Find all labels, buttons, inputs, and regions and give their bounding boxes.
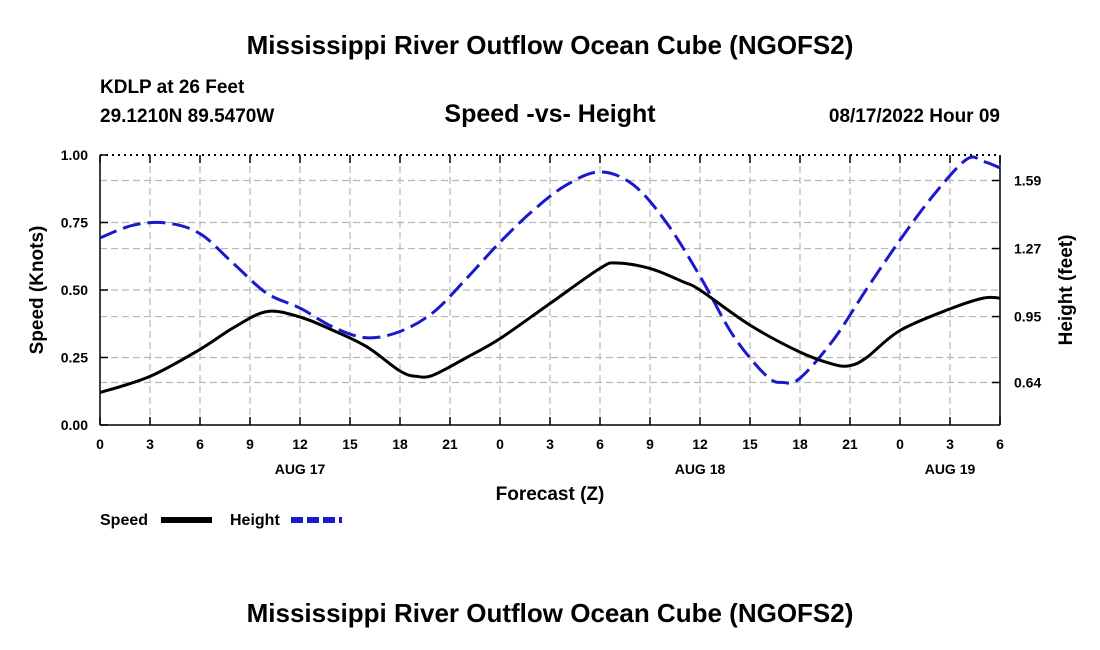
x-tick-label: 18: [392, 436, 408, 452]
x-tick-label: 9: [246, 436, 254, 452]
y-tick-label: 0.50: [61, 282, 88, 298]
axis-layer: [99, 154, 1001, 426]
legend: Speed Height: [100, 512, 342, 529]
x-tick-label: 3: [946, 436, 954, 452]
y-axis-label-left: Speed (Knots): [27, 226, 48, 355]
coordinates-label: 29.1210N 89.5470W: [100, 106, 275, 127]
y2-tick-label: 1.27: [1014, 241, 1041, 257]
chart-subtitle: Speed -vs- Height: [444, 100, 656, 128]
y-tick-label: 1.00: [61, 147, 88, 163]
x-tick-label: 18: [792, 436, 808, 452]
x-tick-label: 12: [692, 436, 708, 452]
x-tick-label: 3: [146, 436, 154, 452]
x-tick-label: 6: [196, 436, 204, 452]
grid-layer: [100, 155, 1000, 425]
x-tick-label: 0: [96, 436, 104, 452]
x-tick-label: 9: [646, 436, 654, 452]
main-title: Mississippi River Outflow Ocean Cube (NG…: [246, 30, 854, 60]
x-tick-label: 6: [596, 436, 604, 452]
x-tick-label: 3: [546, 436, 554, 452]
height-series-line: [99, 155, 1001, 385]
x-tick-label: 0: [896, 436, 904, 452]
y2-tick-label: 1.59: [1014, 173, 1041, 189]
station-label: KDLP at 26 Feet: [100, 77, 245, 98]
x-tick-label: 21: [442, 436, 458, 452]
y-tick-label: 0.00: [61, 417, 88, 433]
x-tick-label: 15: [742, 436, 758, 452]
x-tick-label: 12: [292, 436, 308, 452]
y-tick-label: 0.25: [61, 350, 88, 366]
x-tick-label: 0: [496, 436, 504, 452]
forecast-datetime: 08/17/2022 Hour 09: [828, 106, 1000, 127]
y-tick-label: 0.75: [61, 215, 88, 231]
date-label: AUG 18: [675, 461, 726, 477]
legend-height-label: Height: [230, 512, 280, 529]
y-axis-label-right: Height (feet): [1056, 235, 1077, 346]
label-layer: 0 3 6 9 12 15 18 21 0 3 6 9 12 15 18 21 0 3 6 AUG 17 AUG 18 A…: [61, 147, 1042, 477]
y2-tick-label: 0.95: [1014, 309, 1041, 325]
y2-tick-label: 0.64: [1014, 374, 1041, 390]
speed-series-line: [99, 261, 1001, 395]
series-layer: [99, 155, 1001, 395]
legend-speed-label: Speed: [100, 512, 148, 529]
x-tick-label: 21: [842, 436, 858, 452]
x-axis-label: Forecast (Z): [496, 484, 605, 505]
date-label: AUG 19: [925, 461, 976, 477]
date-label: AUG 17: [275, 461, 326, 477]
x-tick-label: 15: [342, 436, 358, 452]
x-tick-label: 6: [996, 436, 1004, 452]
bottom-title: Mississippi River Outflow Ocean Cube (NG…: [246, 598, 854, 628]
